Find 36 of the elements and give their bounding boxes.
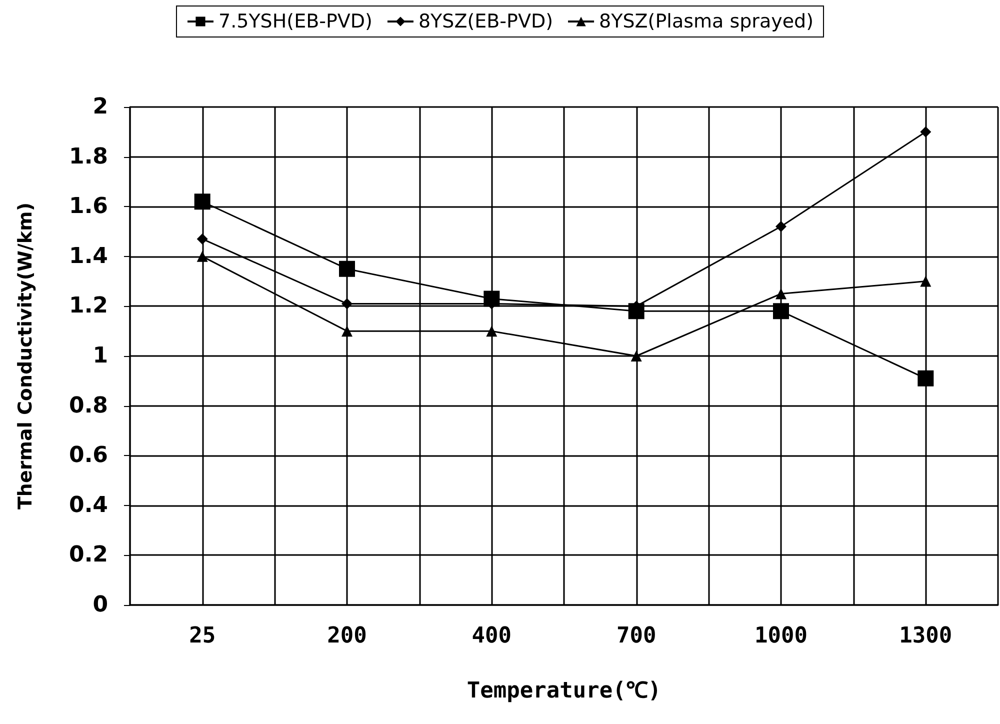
x-tick-label: 700	[616, 624, 656, 648]
legend-label: 7.5YSH(EB-PVD)	[218, 10, 372, 32]
y-tick-label: 1.2	[69, 294, 108, 319]
x-tick-label: 1300	[899, 624, 952, 648]
point	[194, 194, 210, 210]
point	[776, 221, 786, 232]
point	[339, 260, 355, 277]
point	[196, 233, 208, 244]
y-tick-label: 1.4	[69, 244, 108, 269]
point	[196, 250, 208, 262]
legend-label: 8YSZ(EB-PVD)	[418, 10, 554, 32]
x-tick-label: 25	[189, 624, 216, 648]
y-tick-label: 0.8	[69, 393, 108, 418]
x-tick-label: 200	[327, 624, 367, 648]
y-tick-label: 0.2	[69, 542, 108, 568]
y-tick-label: 1	[92, 344, 108, 368]
y-tick-label: 2	[92, 94, 108, 120]
y-axis-title: Thermal Conductivity(W/km)	[14, 202, 36, 510]
point	[920, 276, 932, 287]
legend-label: 8YSZ(Plasma sprayed)	[599, 10, 814, 32]
point	[918, 370, 934, 386]
point	[342, 298, 352, 310]
x-tick-label: 1000	[754, 624, 808, 648]
x-tick-label: 400	[472, 624, 512, 648]
point	[773, 303, 789, 320]
y-tick-label: 1.8	[69, 144, 108, 170]
y-tick-label: 1.6	[69, 194, 108, 220]
point	[342, 326, 352, 337]
x-axis-title: Temperature(℃)	[466, 678, 662, 704]
y-tick-label: 0.6	[69, 443, 108, 468]
point	[486, 326, 498, 337]
point	[776, 288, 786, 300]
y-tick-label: 0.4	[69, 492, 108, 518]
y-tick-label: 0	[92, 592, 108, 618]
point	[920, 126, 932, 138]
point	[630, 350, 642, 362]
